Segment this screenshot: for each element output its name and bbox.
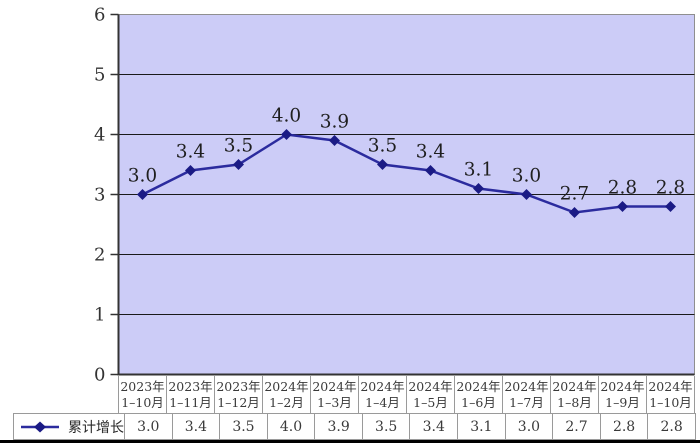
legend-line-marker-icon bbox=[21, 421, 59, 432]
table-value-cell: 3.9 bbox=[314, 414, 362, 439]
data-label: 3.0 bbox=[512, 166, 541, 187]
x-label-year: 2024年 bbox=[408, 379, 453, 394]
y-tick-label: 2 bbox=[94, 245, 105, 266]
x-label-period: 1–4月 bbox=[365, 395, 400, 410]
x-axis-label: 2024年 1–4月 bbox=[358, 376, 406, 413]
x-label-year: 2024年 bbox=[648, 379, 693, 394]
x-axis-label: 2023年 1–12月 bbox=[214, 376, 262, 413]
y-tick-label: 0 bbox=[94, 365, 105, 386]
x-axis-labels: 2023年 1–10月 2023年 1–11月 2023年 1–12月 2024年 1–… bbox=[118, 376, 695, 413]
table-value-cell: 3.5 bbox=[361, 414, 410, 439]
x-label-period: 1–9月 bbox=[605, 395, 640, 410]
y-tick-label: 3 bbox=[94, 185, 105, 206]
x-label-year: 2024年 bbox=[600, 379, 645, 394]
table-value-cell: 3.4 bbox=[409, 414, 457, 439]
table-value-cell: 3.0 bbox=[124, 414, 172, 439]
x-axis-label: 2024年 1–7月 bbox=[502, 376, 550, 413]
x-label-period: 1–2月 bbox=[269, 395, 304, 410]
table-value-cell: 3.4 bbox=[171, 414, 220, 439]
y-tick-label: 1 bbox=[94, 305, 105, 326]
x-axis-label: 2024年 1–8月 bbox=[550, 376, 598, 413]
x-label-year: 2024年 bbox=[264, 379, 309, 394]
x-label-period: 1–7月 bbox=[509, 395, 544, 410]
table-value-cell: 3.0 bbox=[504, 414, 553, 439]
data-point bbox=[665, 201, 676, 212]
data-label: 3.5 bbox=[224, 136, 253, 157]
x-axis-label: 2024年 1–2月 bbox=[262, 376, 310, 413]
table-value-cell: 2.8 bbox=[647, 414, 695, 439]
y-tick-label: 4 bbox=[94, 125, 105, 146]
x-label-period: 1–12月 bbox=[217, 395, 260, 410]
x-label-year: 2023年 bbox=[216, 379, 261, 394]
data-point bbox=[521, 189, 532, 200]
data-point bbox=[281, 129, 292, 140]
data-label: 3.5 bbox=[368, 136, 397, 157]
data-point bbox=[377, 159, 388, 170]
data-label: 3.4 bbox=[176, 142, 205, 163]
x-label-year: 2024年 bbox=[456, 379, 501, 394]
x-axis-label: 2024年 1–6月 bbox=[454, 376, 502, 413]
legend-label: 累计增长 bbox=[68, 419, 124, 436]
data-label: 2.8 bbox=[608, 178, 637, 199]
data-point bbox=[569, 207, 580, 218]
x-label-period: 1–6月 bbox=[461, 395, 496, 410]
data-label: 4.0 bbox=[272, 106, 301, 127]
x-label-year: 2024年 bbox=[360, 379, 405, 394]
data-point bbox=[425, 165, 436, 176]
data-point bbox=[473, 183, 484, 194]
table-value-cell: 3.5 bbox=[219, 414, 267, 439]
data-point bbox=[617, 201, 628, 212]
x-label-period: 1–10月 bbox=[121, 395, 164, 410]
x-axis-label: 2023年 1–10月 bbox=[118, 376, 166, 413]
data-table-row: 累计增长 3.0 3.4 3.5 4.0 3.9 3.5 3.4 3.1 3.0… bbox=[13, 413, 696, 440]
x-label-period: 1–3月 bbox=[317, 395, 352, 410]
y-tick-label: 6 bbox=[94, 5, 105, 26]
y-tick-label: 5 bbox=[94, 65, 105, 86]
data-label: 3.1 bbox=[464, 160, 493, 181]
table-value-cell: 3.1 bbox=[457, 414, 505, 439]
x-label-period: 1–5月 bbox=[413, 395, 448, 410]
x-axis-label: 2023年 1–11月 bbox=[166, 376, 214, 413]
x-label-year: 2023年 bbox=[120, 379, 165, 394]
table-value-cell: 2.8 bbox=[599, 414, 648, 439]
data-point bbox=[233, 159, 244, 170]
x-label-period: 1–8月 bbox=[557, 395, 592, 410]
data-label: 2.7 bbox=[560, 184, 589, 205]
data-label: 3.9 bbox=[320, 112, 349, 133]
series-line bbox=[141, 133, 671, 214]
x-label-period: 1–11月 bbox=[169, 395, 212, 410]
data-point bbox=[137, 189, 148, 200]
x-label-year: 2024年 bbox=[312, 379, 357, 394]
data-point bbox=[185, 165, 196, 176]
x-axis-label: 2024年 1–9月 bbox=[598, 376, 646, 413]
x-label-year: 2024年 bbox=[504, 379, 549, 394]
x-label-year: 2024年 bbox=[552, 379, 597, 394]
legend-cell: 累计增长 bbox=[14, 414, 124, 439]
x-axis-label: 2024年 1–10月 bbox=[646, 376, 695, 413]
bottom-divider-bar bbox=[0, 440, 700, 443]
table-value-cell: 4.0 bbox=[266, 414, 315, 439]
x-axis-label: 2024年 1–3月 bbox=[310, 376, 358, 413]
table-value-cell: 2.7 bbox=[552, 414, 600, 439]
data-label: 2.8 bbox=[656, 178, 685, 199]
x-axis-label: 2024年 1–5月 bbox=[406, 376, 454, 413]
x-label-year: 2023年 bbox=[168, 379, 213, 394]
data-label: 3.0 bbox=[128, 166, 157, 187]
data-label: 3.4 bbox=[416, 142, 445, 163]
data-point bbox=[329, 135, 340, 146]
x-label-period: 1–10月 bbox=[649, 395, 692, 410]
